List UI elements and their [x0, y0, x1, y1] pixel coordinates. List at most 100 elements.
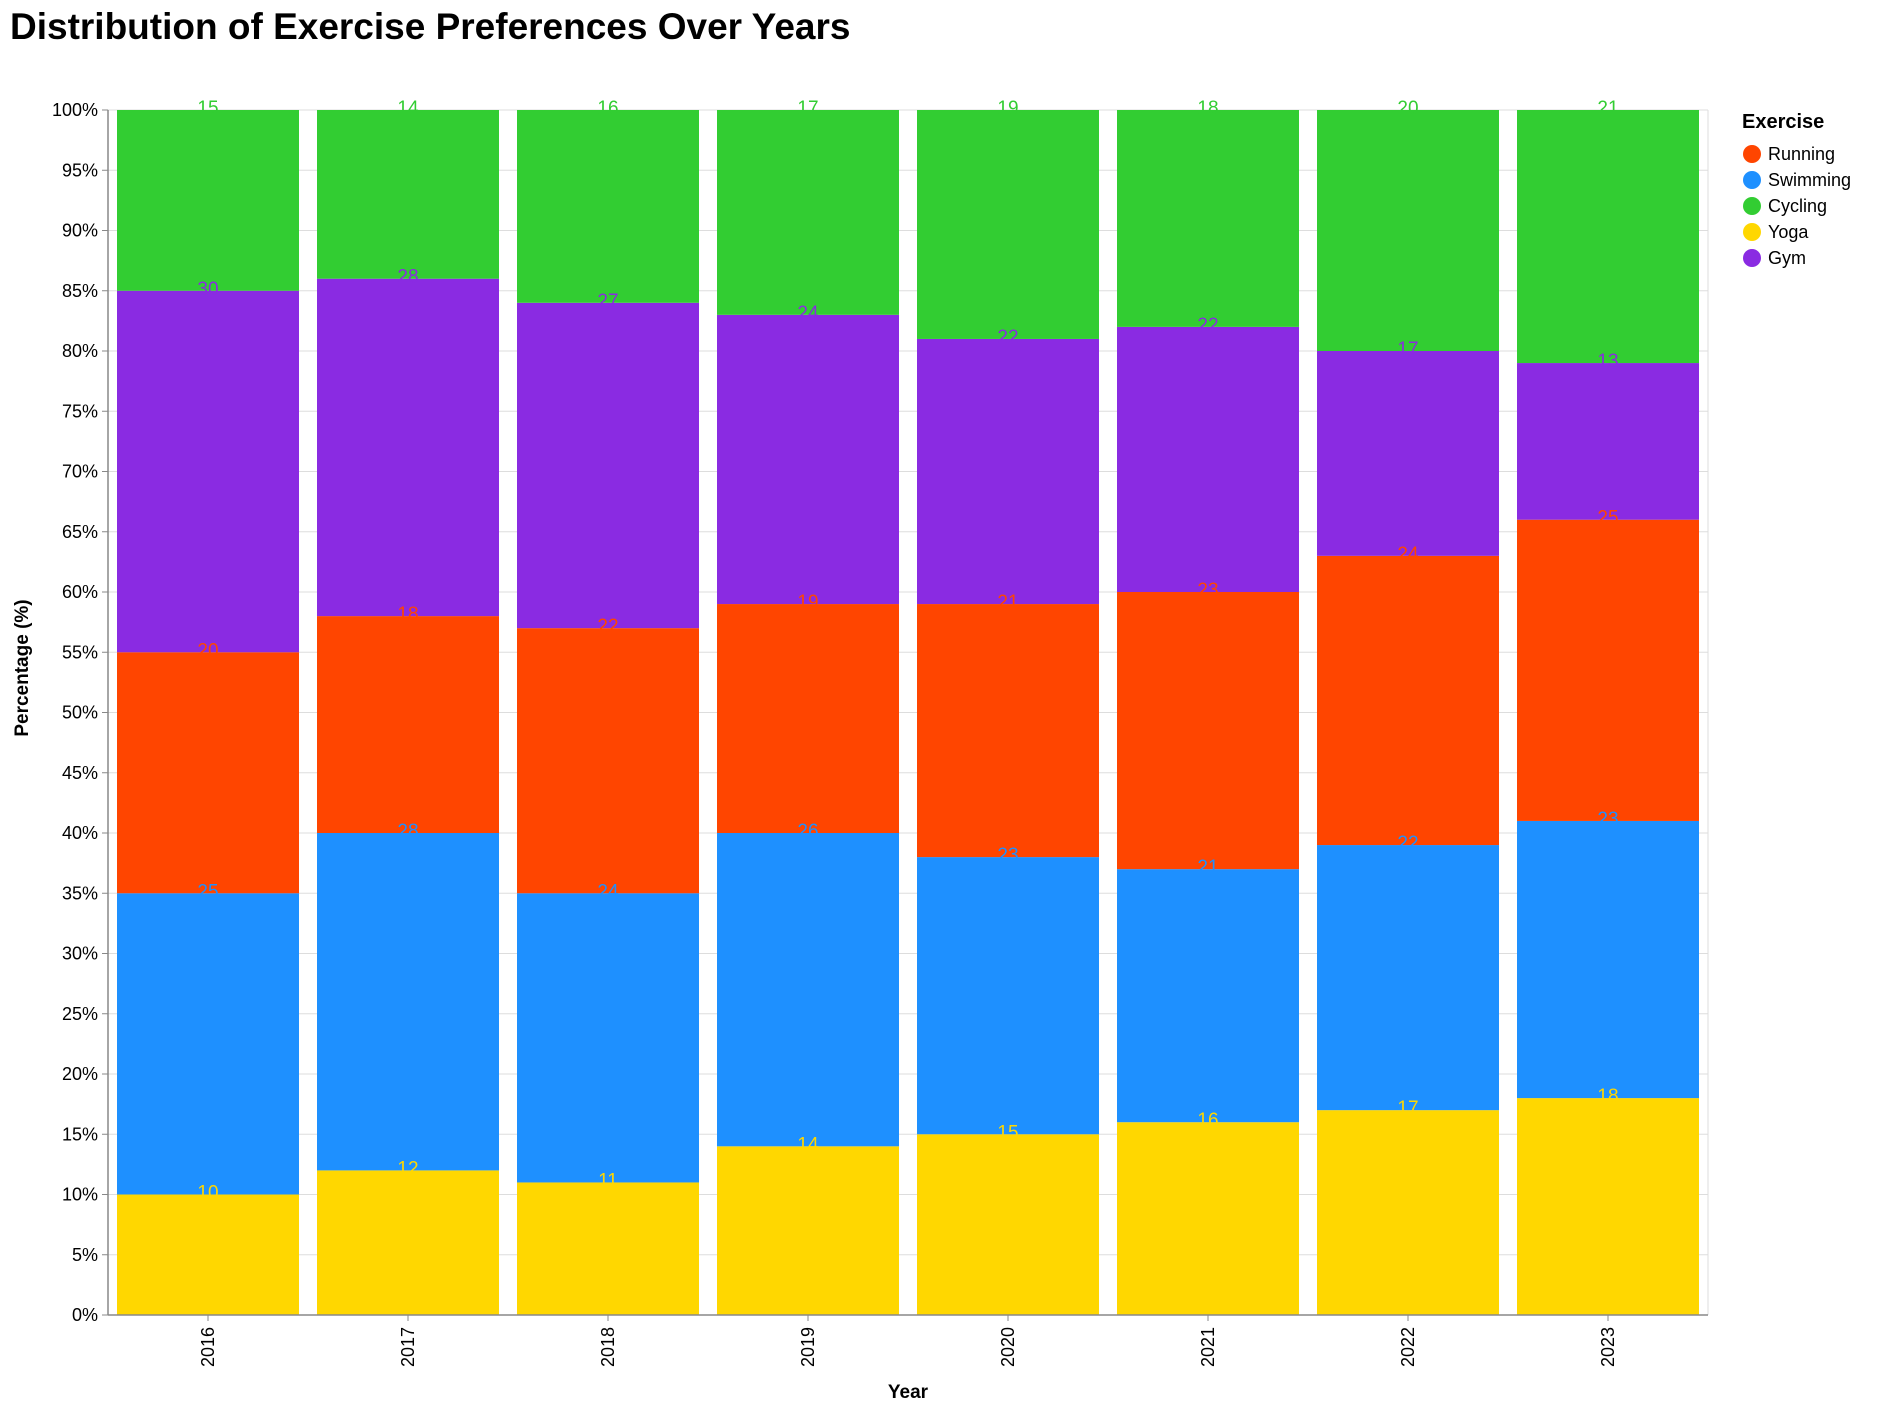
y-tick-label: 10%: [62, 1185, 98, 1205]
y-tick-label: 55%: [62, 642, 98, 662]
chart-title: Distribution of Exercise Preferences Ove…: [10, 6, 851, 47]
data-label-running-2016: 20: [197, 640, 218, 661]
bar-yoga-2017: [317, 1170, 499, 1315]
data-label-yoga-2020: 15: [997, 1122, 1018, 1143]
legend-label-gym: Gym: [1768, 248, 1806, 268]
y-tick-label: 95%: [62, 160, 98, 180]
data-label-gym-2021: 22: [1197, 315, 1218, 336]
data-label-cycling-2018: 16: [597, 98, 618, 119]
data-label-yoga-2021: 16: [1197, 1110, 1218, 1131]
data-label-swimming-2019: 26: [797, 821, 818, 842]
bar-yoga-2023: [1517, 1098, 1699, 1315]
data-label-running-2019: 19: [797, 592, 818, 613]
legend-label-running: Running: [1768, 144, 1835, 164]
data-label-gym-2023: 13: [1597, 351, 1618, 372]
data-label-running-2018: 22: [597, 616, 618, 637]
bar-cycling-2016: [117, 110, 299, 291]
bar-running-2022: [1317, 555, 1499, 846]
x-tick-label: 2016: [198, 1327, 218, 1367]
legend-swatch-gym: [1743, 249, 1761, 267]
bar-running-2020: [917, 604, 1099, 858]
y-tick-label: 65%: [62, 522, 98, 542]
data-label-gym-2016: 30: [197, 279, 218, 300]
y-tick-label: 80%: [62, 341, 98, 361]
bar-yoga-2019: [717, 1146, 899, 1315]
y-axis-title: Percentage (%): [12, 599, 33, 736]
bar-gym-2020: [917, 338, 1099, 605]
data-label-running-2023: 25: [1597, 508, 1618, 529]
data-label-running-2020: 21: [997, 592, 1018, 613]
data-label-gym-2019: 24: [797, 303, 819, 324]
bar-running-2021: [1117, 592, 1299, 870]
y-tick-label: 45%: [62, 763, 98, 783]
legend-swatch-swimming: [1743, 171, 1761, 189]
legend-swatch-cycling: [1743, 197, 1761, 215]
legend-swatch-yoga: [1743, 223, 1761, 241]
bar-yoga-2021: [1117, 1122, 1299, 1315]
y-tick-label: 85%: [62, 281, 98, 301]
data-label-cycling-2022: 20: [1397, 98, 1418, 119]
bar-running-2023: [1517, 519, 1699, 821]
legend-swatch-running: [1743, 145, 1761, 163]
y-tick-label: 5%: [72, 1245, 98, 1265]
data-label-running-2021: 23: [1197, 580, 1218, 601]
bar-yoga-2020: [917, 1134, 1099, 1315]
bar-cycling-2020: [917, 110, 1099, 339]
legend-label-yoga: Yoga: [1768, 222, 1809, 242]
y-tick-label: 100%: [52, 100, 98, 120]
y-tick-label: 60%: [62, 582, 98, 602]
bar-cycling-2023: [1517, 110, 1699, 364]
x-tick-label: 2018: [598, 1327, 618, 1367]
bar-gym-2021: [1117, 326, 1299, 592]
data-label-running-2022: 24: [1397, 544, 1419, 565]
data-label-yoga-2017: 12: [397, 1158, 418, 1179]
data-label-swimming-2023: 23: [1597, 809, 1618, 830]
legend-label-swimming: Swimming: [1768, 170, 1851, 190]
y-tick-label: 30%: [62, 944, 98, 964]
y-tick-label: 40%: [62, 823, 98, 843]
bar-swimming-2022: [1317, 845, 1499, 1111]
x-axis-title: Year: [888, 1382, 929, 1403]
data-label-cycling-2016: 15: [197, 98, 218, 119]
bar-swimming-2019: [717, 833, 899, 1147]
data-label-cycling-2019: 17: [797, 98, 818, 119]
bar-running-2017: [317, 616, 499, 833]
y-tick-label: 20%: [62, 1064, 98, 1084]
bars: [117, 110, 1699, 1315]
x-tick-label: 2020: [998, 1327, 1018, 1367]
bar-gym-2019: [717, 314, 899, 605]
bar-yoga-2018: [517, 1182, 699, 1315]
bar-swimming-2017: [317, 833, 499, 1171]
legend-label-cycling: Cycling: [1768, 196, 1827, 216]
bar-swimming-2020: [917, 857, 1099, 1135]
data-label-cycling-2023: 21: [1597, 98, 1618, 119]
bar-gym-2018: [517, 302, 699, 629]
y-tick-label: 75%: [62, 401, 98, 421]
bar-yoga-2016: [117, 1194, 299, 1315]
legend: Exercise Running Swimming Cycling Yoga Gym: [1742, 111, 1851, 268]
bar-running-2018: [517, 628, 699, 894]
bar-cycling-2021: [1117, 110, 1299, 327]
x-tick-label: 2023: [1598, 1327, 1618, 1367]
y-tick-label: 90%: [62, 221, 98, 241]
data-label-gym-2017: 28: [397, 267, 418, 288]
legend-title: Exercise: [1742, 111, 1824, 133]
data-label-swimming-2017: 28: [397, 821, 418, 842]
data-label-cycling-2021: 18: [1197, 98, 1218, 119]
bar-swimming-2016: [117, 893, 299, 1195]
bar-running-2016: [117, 652, 299, 894]
x-tick-label: 2019: [798, 1327, 818, 1367]
bar-cycling-2017: [317, 110, 499, 279]
bar-swimming-2023: [1517, 820, 1699, 1099]
bar-yoga-2022: [1317, 1110, 1499, 1315]
bar-swimming-2018: [517, 893, 699, 1183]
data-label-yoga-2019: 14: [797, 1134, 819, 1155]
data-label-yoga-2022: 17: [1397, 1098, 1418, 1119]
bar-swimming-2021: [1117, 869, 1299, 1123]
data-label-running-2017: 18: [397, 604, 418, 625]
bar-cycling-2019: [717, 110, 899, 315]
data-label-yoga-2023: 18: [1597, 1086, 1618, 1107]
data-label-cycling-2020: 19: [997, 98, 1018, 119]
bar-cycling-2018: [517, 110, 699, 303]
